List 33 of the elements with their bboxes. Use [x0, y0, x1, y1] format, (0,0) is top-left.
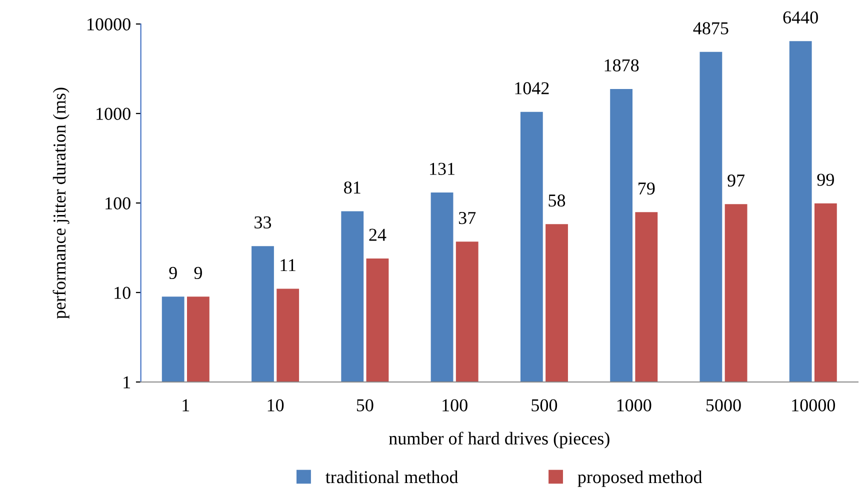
data-label: 6440 — [783, 11, 818, 24]
data-label: 1042 — [515, 82, 549, 94]
x-axis-title: number of hard drives (pieces) — [389, 432, 610, 448]
data-label: 33 — [254, 216, 272, 229]
x-tick-label: 1 — [182, 399, 190, 412]
x-tick-label: 10000 — [792, 399, 836, 412]
data-label: 24 — [369, 228, 386, 241]
data-label: 1878 — [604, 59, 639, 72]
data-label: 99 — [817, 174, 834, 186]
data-label: 131 — [430, 162, 454, 175]
data-label: 79 — [638, 182, 655, 195]
y-axis-title: performance jitter duration (ms) — [52, 88, 70, 319]
x-tick-label: 50 — [356, 399, 374, 412]
legend-label: traditional method — [326, 470, 458, 484]
x-tick-label: 1000 — [617, 399, 652, 412]
x-tick-label: 500 — [532, 399, 558, 412]
data-label: 37 — [458, 212, 476, 224]
data-label: 9 — [169, 266, 177, 280]
data-label: 9 — [194, 266, 202, 280]
legend-label: proposed method — [578, 470, 702, 487]
x-tick-label: 10 — [268, 399, 284, 412]
y-tick-label: 1 — [124, 376, 130, 388]
data-label: 58 — [548, 194, 566, 207]
x-tick-label: 5000 — [706, 399, 741, 412]
y-tick-label: 10000 — [88, 18, 130, 30]
y-tick-label: 10 — [114, 286, 130, 299]
data-label: 4875 — [693, 22, 728, 34]
y-tick-label: 100 — [106, 197, 130, 210]
data-label: 11 — [280, 259, 296, 272]
x-tick-label: 100 — [442, 399, 468, 412]
y-tick-label: 1000 — [96, 108, 130, 120]
data-label: 97 — [728, 174, 745, 187]
data-label: 81 — [344, 181, 360, 194]
